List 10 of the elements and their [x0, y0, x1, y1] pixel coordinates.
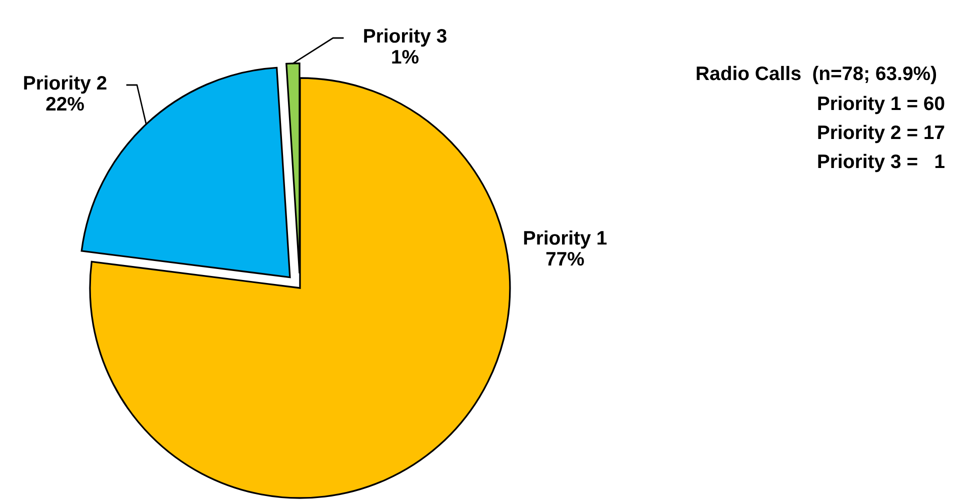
text: Priority 1 = 60: [818, 96, 944, 114]
text: Priority 2 = 17: [818, 124, 944, 144]
text: Radio Calls (n=78; 63.9%): [696, 66, 936, 84]
data-label: 1%: [392, 50, 419, 64]
slice-label: Priority 1: [524, 230, 607, 249]
slice-label: Priority 2: [24, 75, 106, 94]
data-label: 77%: [546, 252, 584, 266]
slice-label: Priority 3: [364, 28, 446, 47]
text: Priority 3 = 1: [818, 154, 944, 172]
data-label: 22%: [46, 96, 84, 111]
